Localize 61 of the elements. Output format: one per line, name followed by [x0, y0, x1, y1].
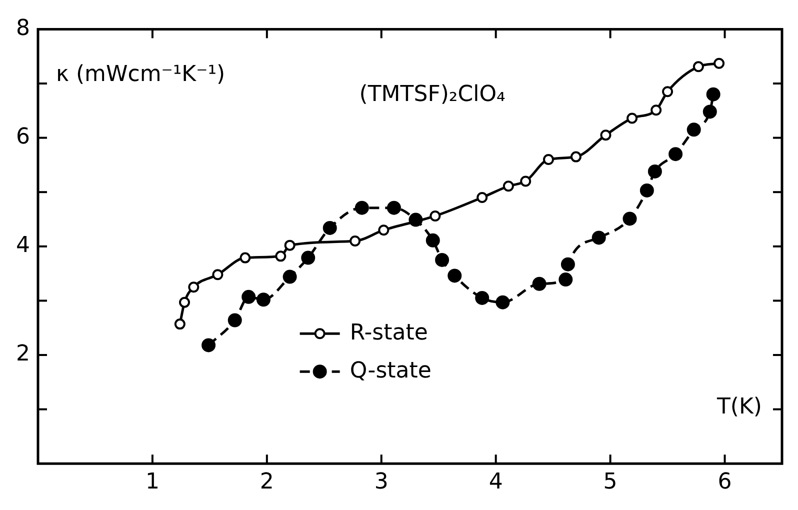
point [622, 212, 637, 226]
point [282, 270, 297, 284]
point [714, 58, 725, 69]
point [228, 313, 242, 328]
point [179, 296, 190, 308]
point [174, 318, 186, 330]
x-axis-title: T(K) [716, 394, 762, 420]
point [600, 130, 612, 141]
point [592, 230, 606, 245]
point [520, 176, 532, 187]
point [626, 112, 638, 124]
point [560, 257, 575, 272]
point [692, 61, 704, 72]
y-axis-title: κ (mWcm⁻¹K⁻¹) [56, 62, 226, 88]
point [650, 104, 662, 116]
point [188, 282, 200, 293]
point [570, 151, 582, 162]
point [301, 250, 316, 265]
y-tick-label: 4 [16, 233, 30, 258]
point [430, 210, 441, 222]
point [242, 290, 256, 304]
point [435, 252, 450, 267]
point [542, 154, 554, 166]
point [702, 104, 717, 119]
point [496, 295, 510, 310]
point [558, 272, 573, 287]
legend-label: Q-state [350, 358, 432, 384]
x-tick-label: 3 [374, 470, 388, 495]
point [648, 164, 662, 178]
point [212, 269, 224, 280]
point [686, 122, 701, 137]
point [475, 290, 490, 305]
x-tick-label: 1 [145, 470, 160, 495]
text: (TMTSF)₂ClO₄ [359, 82, 506, 108]
point [532, 276, 546, 291]
point [640, 183, 654, 198]
point [448, 268, 462, 283]
point [322, 220, 337, 235]
x-tick-label: 5 [603, 470, 618, 495]
point [275, 250, 286, 262]
x-tick-label: 6 [718, 470, 732, 495]
point [354, 200, 369, 215]
point [476, 192, 488, 204]
point [240, 252, 251, 264]
point [502, 180, 514, 192]
y-tick-label: 8 [16, 16, 30, 41]
y-tick-label: 6 [16, 124, 30, 150]
point [378, 224, 390, 236]
point [706, 87, 720, 102]
point [256, 292, 270, 307]
x-tick-label: 2 [260, 470, 274, 495]
point [386, 200, 401, 215]
point [662, 86, 674, 98]
x-tick-label: 4 [488, 470, 503, 495]
point [284, 240, 296, 251]
point [202, 338, 216, 352]
point [668, 147, 683, 162]
point [426, 233, 440, 248]
point [350, 235, 361, 246]
y-tick-label: 2 [16, 342, 30, 367]
legend-label: R-state [350, 320, 428, 346]
